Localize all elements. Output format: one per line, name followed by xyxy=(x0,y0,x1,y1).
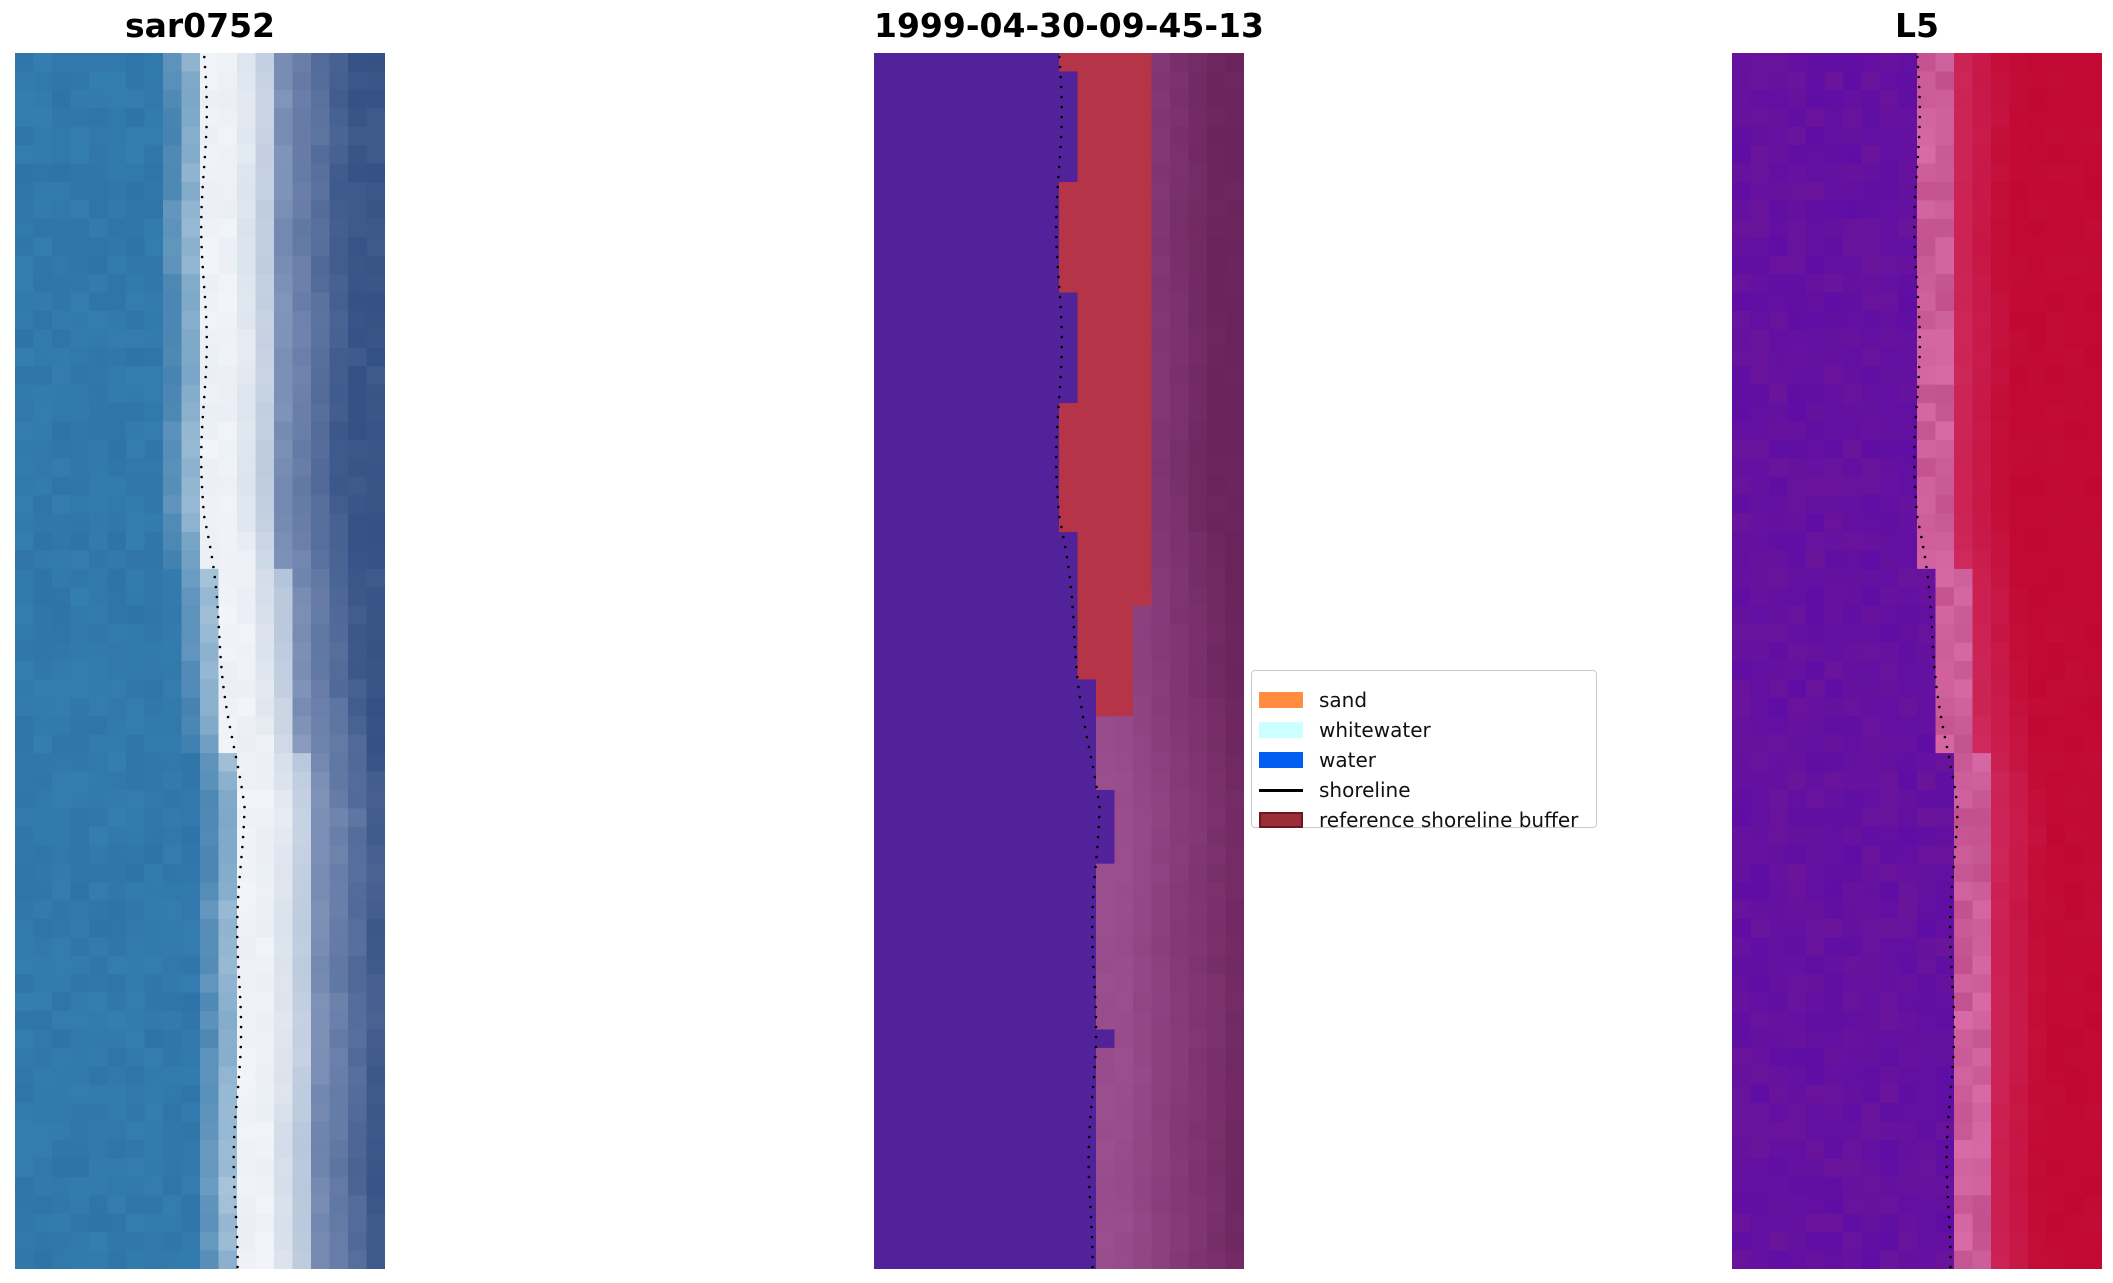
classification-image xyxy=(874,53,1244,1269)
legend-item-water: water xyxy=(1259,745,1376,775)
legend-item-shoreline: shoreline xyxy=(1259,775,1411,805)
shoreline-line-swatch xyxy=(1259,788,1303,792)
legend-label-whitewater: whitewater xyxy=(1319,718,1431,742)
whitewater-swatch xyxy=(1259,722,1303,738)
shoreline-rgb xyxy=(199,55,246,1269)
panel-title-index: L5 xyxy=(1895,6,1939,45)
index-image-panel xyxy=(1732,53,2102,1269)
sand-swatch xyxy=(1259,692,1303,708)
index-image xyxy=(1732,53,2102,1269)
classification-image-panel xyxy=(874,53,1244,1269)
legend-item-buffer: reference shoreline buffer xyxy=(1259,805,1578,835)
panel-title-classification: 1999-04-30-09-45-13 xyxy=(874,6,1264,45)
legend-label-shoreline: shoreline xyxy=(1319,778,1411,802)
rgb-image-panel xyxy=(15,53,385,1269)
legend-label-sand: sand xyxy=(1319,688,1368,712)
legend-item-sand: sand xyxy=(1259,685,1367,715)
rgb-image xyxy=(15,53,385,1269)
panel-title-rgb: sar0752 xyxy=(124,6,276,45)
legend: sand whitewater water shoreline referenc… xyxy=(1251,670,1597,832)
buffer-swatch xyxy=(1259,812,1303,828)
legend-label-water: water xyxy=(1319,748,1376,772)
legend-label-buffer: reference shoreline buffer xyxy=(1319,808,1579,832)
water-swatch xyxy=(1259,752,1303,768)
shoreline-index xyxy=(1912,55,1959,1269)
legend-item-whitewater: whitewater xyxy=(1259,715,1431,745)
shoreline-classification xyxy=(1054,55,1101,1269)
